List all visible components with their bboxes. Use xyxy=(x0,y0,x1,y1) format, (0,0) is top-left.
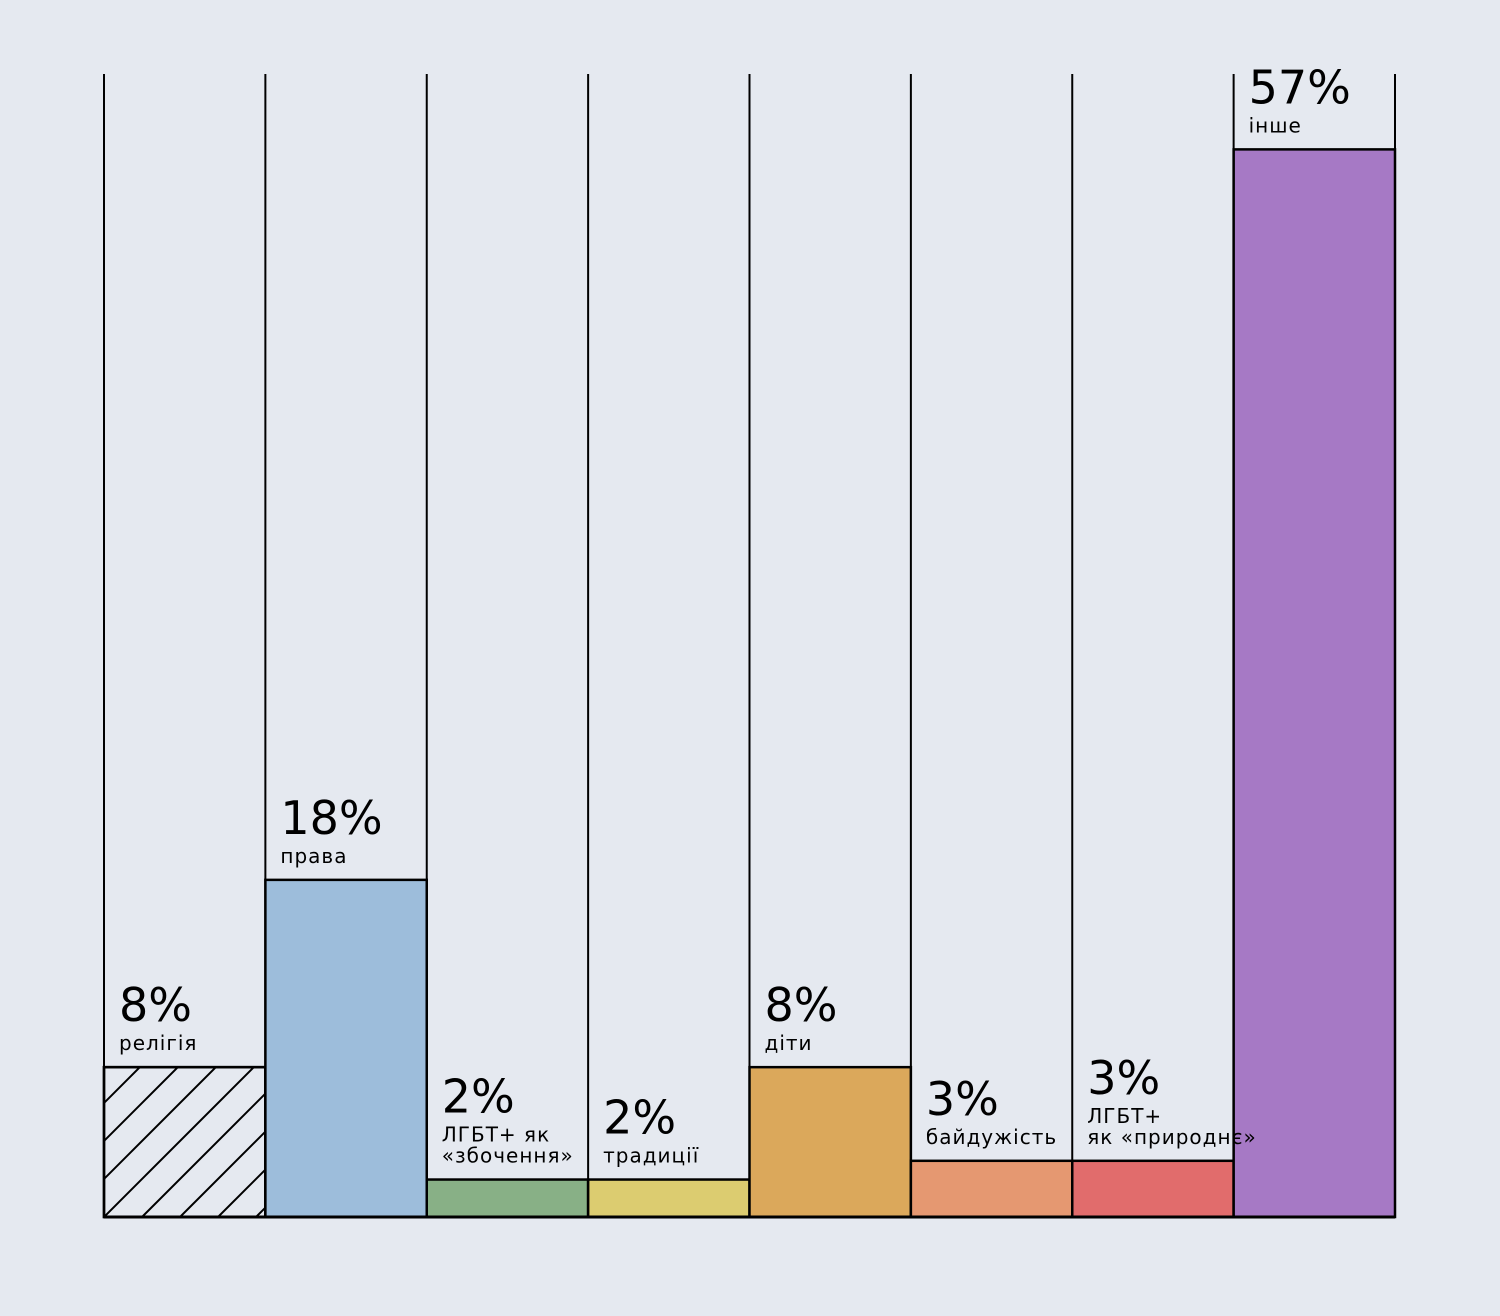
bar-category-label: діти xyxy=(765,1031,813,1055)
bar-value-label: 3% xyxy=(1087,1051,1160,1105)
bar-4 xyxy=(748,1065,913,1219)
bar-hatch-pattern xyxy=(104,1067,266,1218)
bar-1 xyxy=(264,878,428,1219)
bar-value-label: 2% xyxy=(442,1070,515,1124)
bar-value-label: 57% xyxy=(1249,60,1351,114)
bar-6 xyxy=(1071,1159,1235,1219)
bar-category-label: ЛГБТ+ як «збочення» xyxy=(442,1123,574,1168)
bar-0 xyxy=(102,1065,267,1219)
bar-category-label: традиції xyxy=(603,1144,699,1168)
bar-category-label: інше xyxy=(1249,113,1302,137)
bar-category-label: релігія xyxy=(119,1031,197,1055)
bar-value-label: 3% xyxy=(926,1072,999,1126)
bar-3 xyxy=(586,1178,751,1219)
bar-7 xyxy=(1232,148,1397,1219)
bar-2 xyxy=(425,1178,590,1219)
bar-value-label: 8% xyxy=(119,978,192,1032)
bar-value-label: 18% xyxy=(280,791,382,845)
bar-value-label: 8% xyxy=(765,978,838,1032)
bar-category-label: ЛГБТ+ як «природнє» xyxy=(1087,1104,1257,1149)
bar-value-label: 2% xyxy=(603,1091,676,1145)
bar-category-label: байдужість xyxy=(926,1125,1057,1149)
bar-5 xyxy=(909,1159,1074,1219)
bar-category-label: права xyxy=(280,844,347,868)
